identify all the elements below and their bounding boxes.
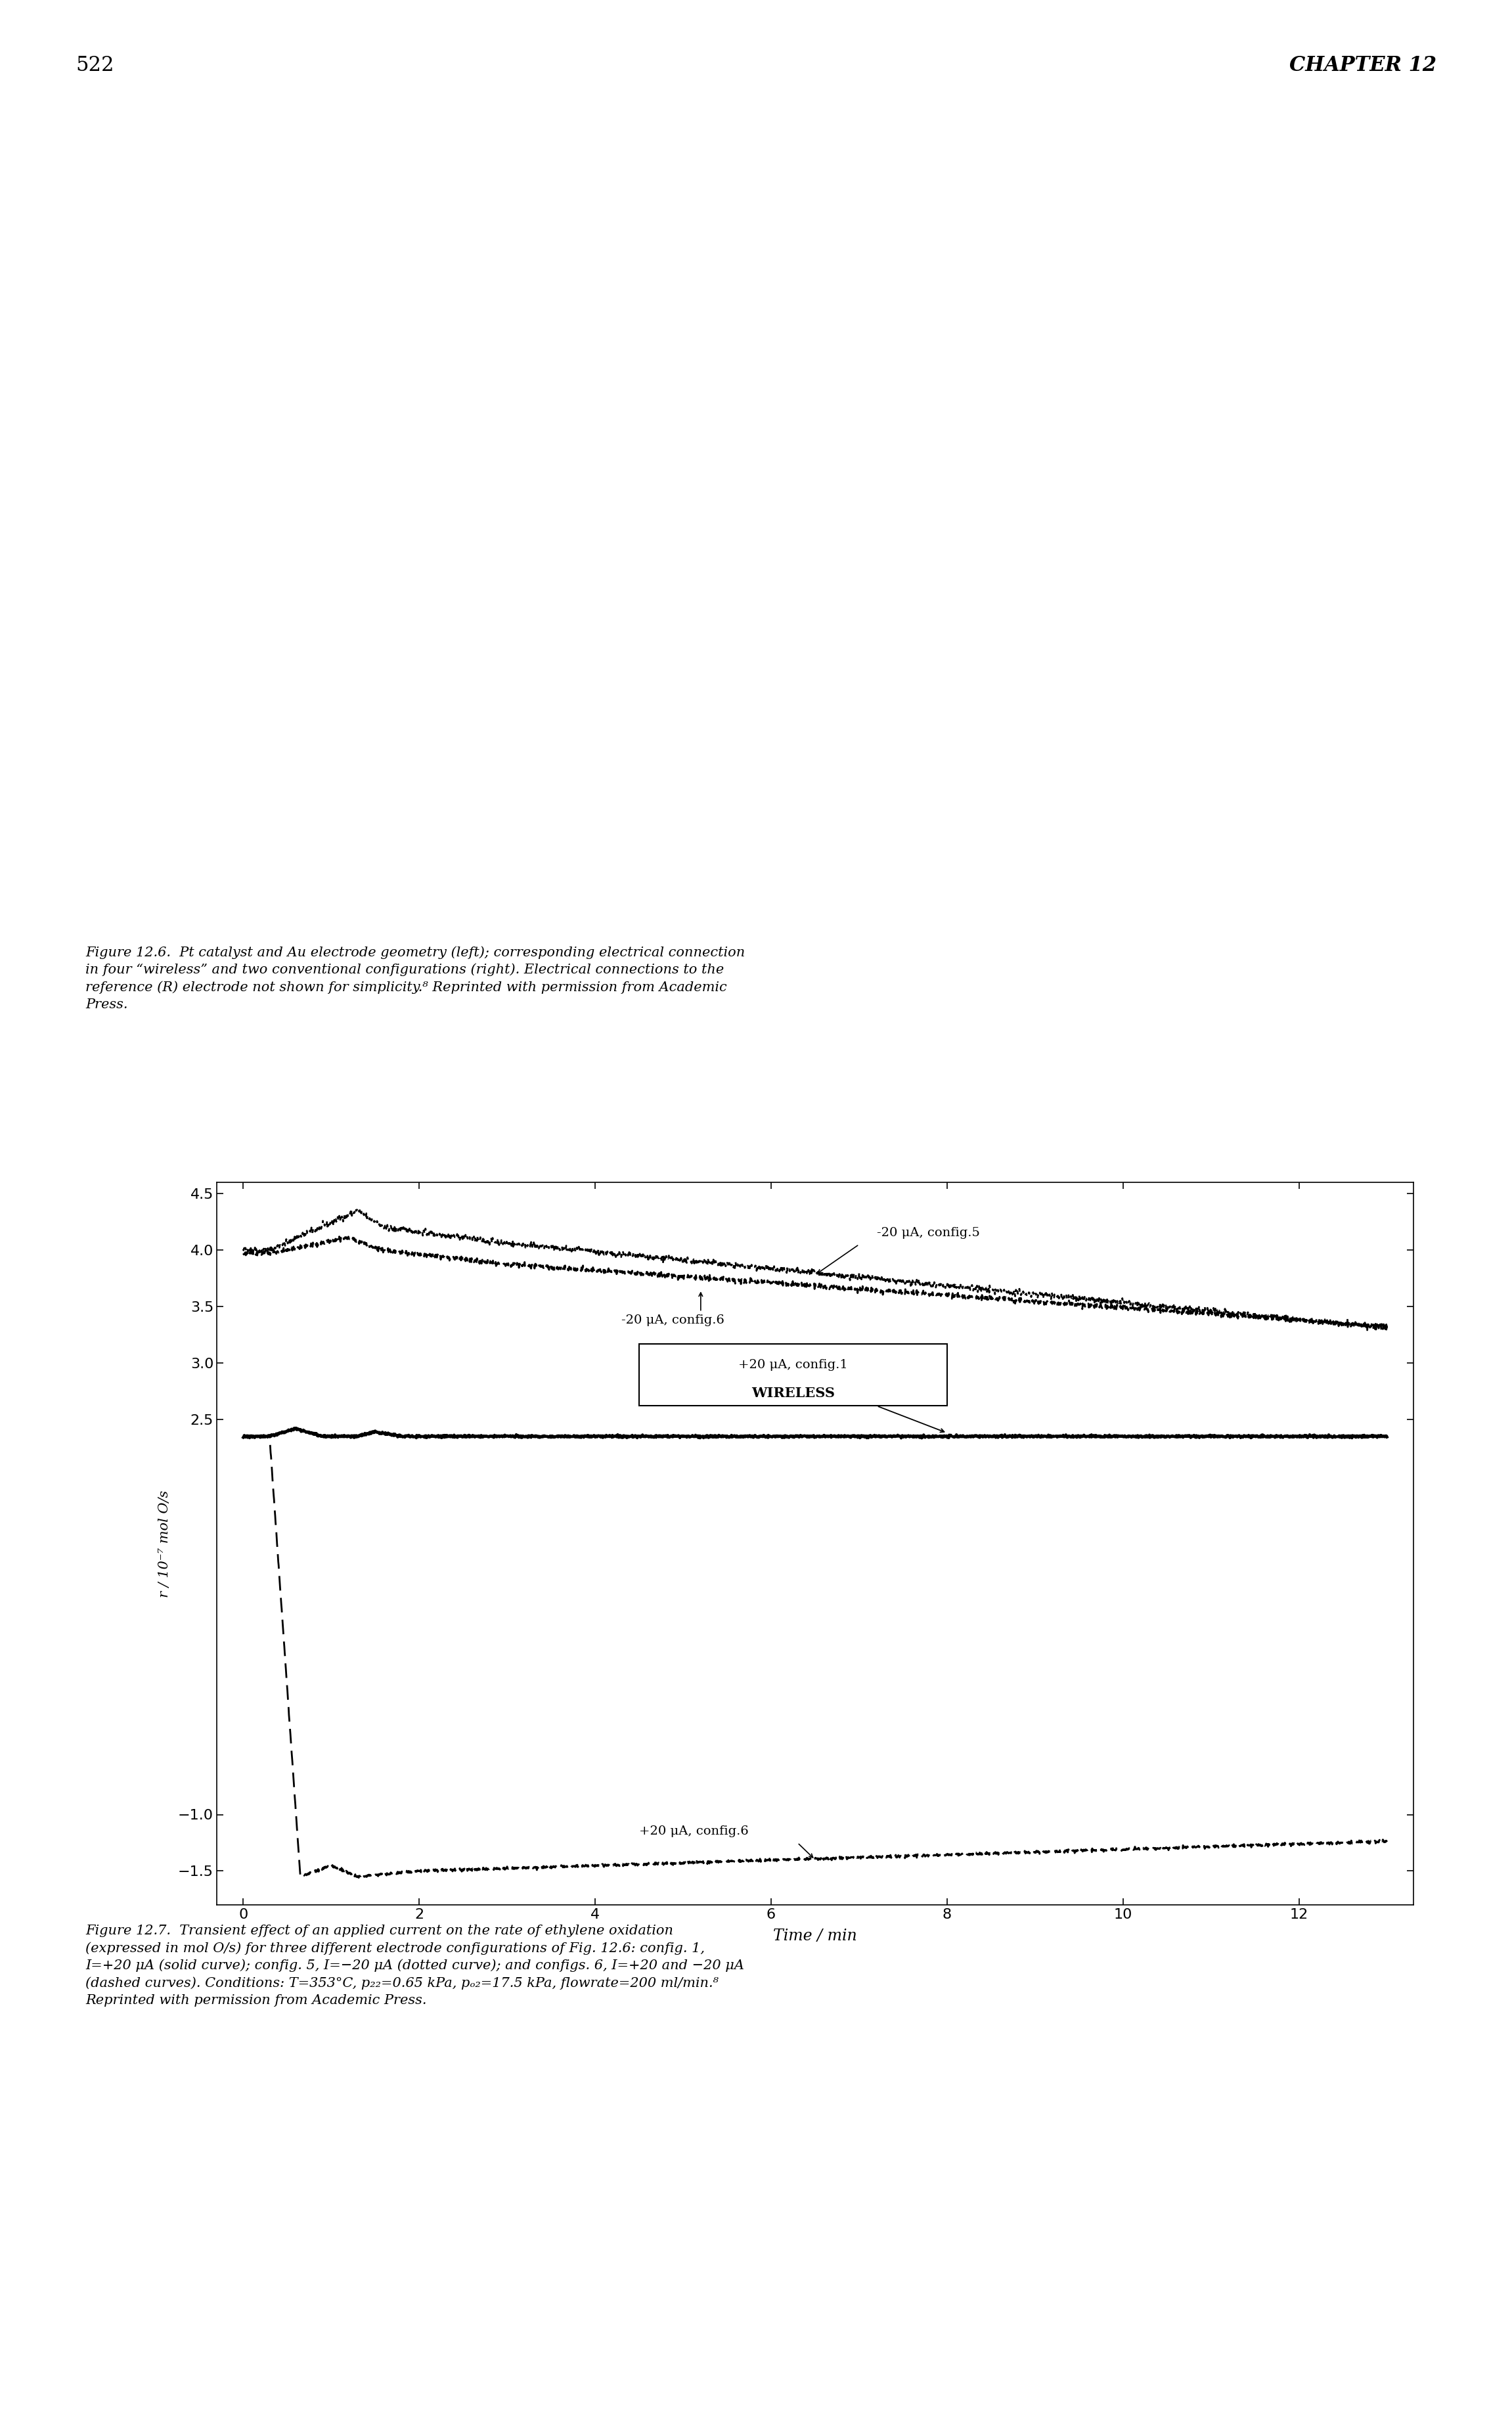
Y-axis label: r / 10⁻⁷ mol O/s: r / 10⁻⁷ mol O/s [159, 1490, 171, 1597]
Text: WIRELESS: WIRELESS [751, 1386, 835, 1400]
Text: CHAPTER 12: CHAPTER 12 [1290, 56, 1436, 75]
Text: 522: 522 [76, 56, 113, 75]
Text: Figure 12.6.  Pt catalyst and Au electrode geometry (left); corresponding electr: Figure 12.6. Pt catalyst and Au electrod… [85, 946, 745, 1011]
Text: +20 μA, config.1: +20 μA, config.1 [738, 1359, 848, 1371]
Text: Figure 12.7.  Transient effect of an applied current on the rate of ethylene oxi: Figure 12.7. Transient effect of an appl… [85, 1925, 744, 2006]
X-axis label: Time / min: Time / min [773, 1928, 857, 1945]
FancyBboxPatch shape [640, 1344, 947, 1405]
Text: -20 μA, config.6: -20 μA, config.6 [621, 1315, 724, 1325]
Text: +20 μA, config.6: +20 μA, config.6 [640, 1826, 748, 1838]
Text: -20 μA, config.5: -20 μA, config.5 [877, 1228, 980, 1240]
